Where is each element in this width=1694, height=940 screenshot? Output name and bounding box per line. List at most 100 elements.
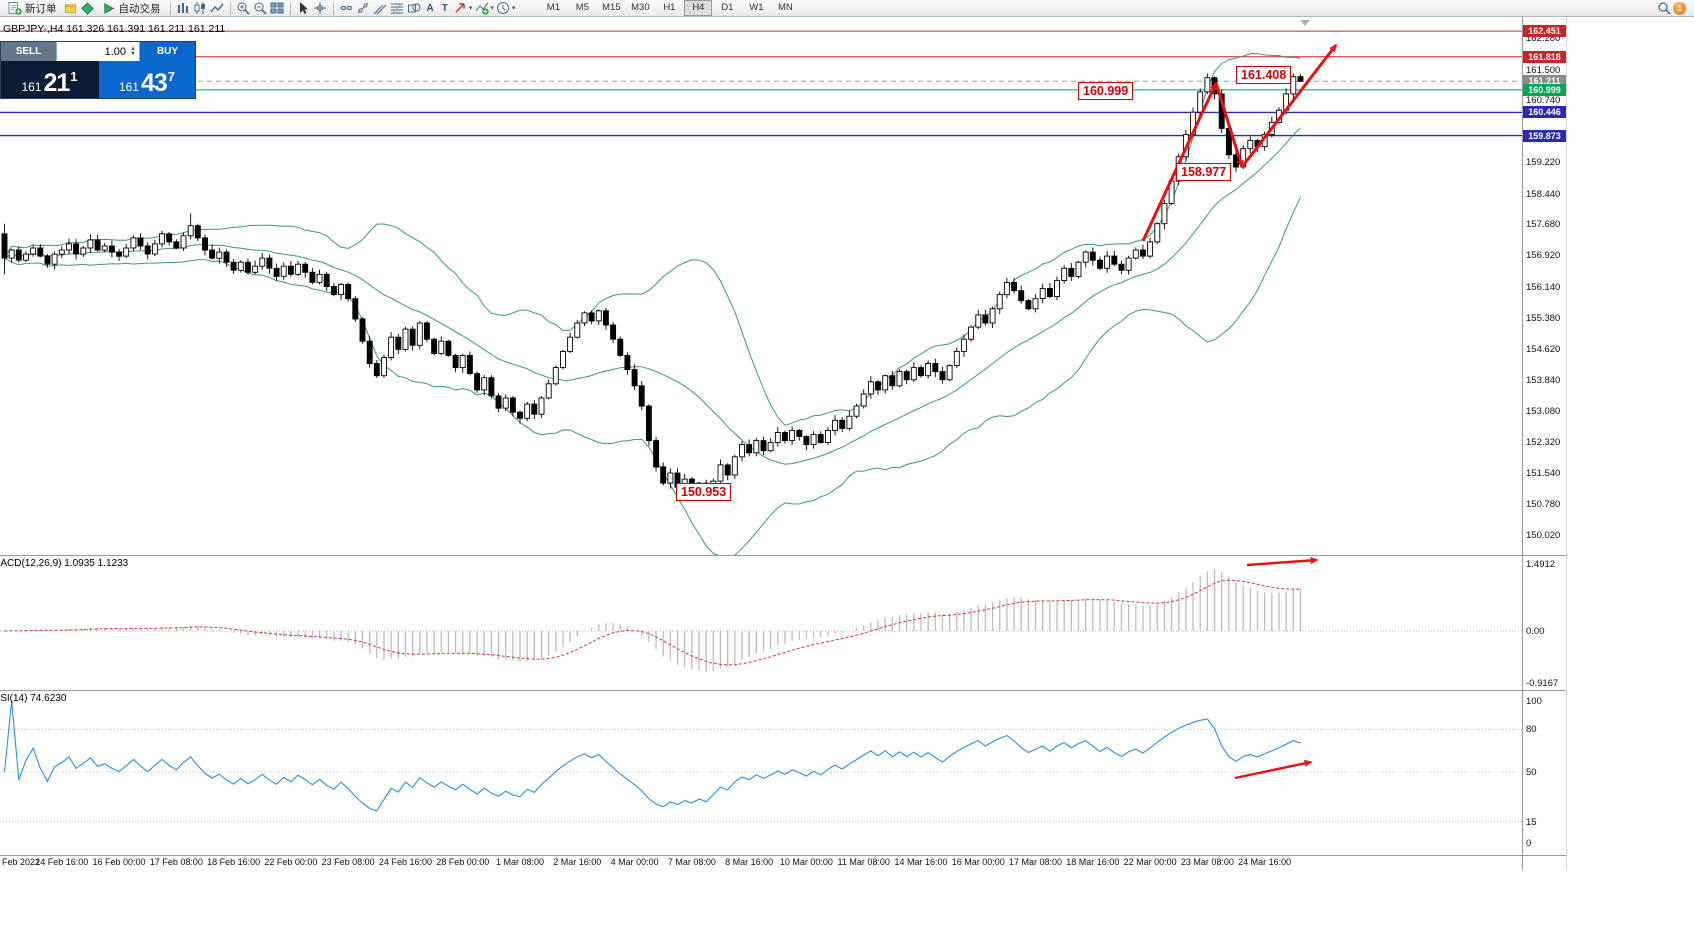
annotation-arrow[interactable] <box>1234 759 1313 780</box>
zoom-in-icon[interactable] <box>236 1 251 16</box>
timeframe-button-w1[interactable]: W1 <box>749 2 764 13</box>
timeframe-button-m1[interactable]: M1 <box>546 2 560 13</box>
arrows-tool-icon[interactable] <box>453 1 468 16</box>
volume-value[interactable]: 1.00 <box>104 45 127 58</box>
toolbar-separator <box>169 1 171 15</box>
periods-icon[interactable] <box>496 1 511 16</box>
timeframe-button-h1[interactable]: H1 <box>663 2 676 13</box>
timeframe-button-m30[interactable]: M30 <box>631 2 650 13</box>
text-tool-icon[interactable]: A <box>426 2 434 14</box>
metaeditor-icon[interactable] <box>63 1 78 16</box>
cursor-icon[interactable] <box>296 1 311 16</box>
channel-icon[interactable] <box>373 1 388 16</box>
ask-price[interactable]: 161 43 7 <box>98 61 195 98</box>
price-axis-label: 156.140 <box>1526 281 1561 293</box>
crosshair-icon[interactable] <box>313 1 328 16</box>
trade-panel-price-row: 161 21 1 161 43 7 <box>1 61 195 98</box>
timeframe-group: M1 M5 M15 M30 H1 H4 D1 W1 MN <box>539 0 799 16</box>
price-callout[interactable]: 161.408 <box>1236 66 1292 84</box>
macd-signal-line <box>4 579 1301 666</box>
timeframe-button-h4[interactable]: H4 <box>684 0 713 16</box>
indicators-caret[interactable]: ▾ <box>490 5 494 12</box>
panel-separator[interactable] <box>0 555 1566 556</box>
macd-axis-label: 1.4912 <box>1526 559 1556 570</box>
fibonacci-icon[interactable] <box>390 1 405 16</box>
macd-histogram <box>11 569 1302 672</box>
trend-arrows[interactable] <box>1141 43 1338 242</box>
macd-canvas[interactable] <box>0 556 1522 690</box>
horizontal-line-icon[interactable] <box>339 1 354 16</box>
chart-shift-marker[interactable] <box>1300 20 1310 26</box>
annotation-arrow <box>1240 43 1338 168</box>
price-tag: 160.446 <box>1523 106 1566 119</box>
stepper-up-icon[interactable]: ▲ <box>130 46 136 52</box>
label-tool-icon[interactable]: T <box>441 2 448 14</box>
timeframe-button-m5[interactable]: M5 <box>575 2 589 13</box>
macd-axis-label: 0.00 <box>1526 626 1545 637</box>
arrows-tool-caret[interactable]: ▾ <box>468 5 473 12</box>
rsi-canvas[interactable] <box>0 691 1522 855</box>
timeframe-button-m15[interactable]: M15 <box>602 2 621 13</box>
new-order-button[interactable]: 新订单 <box>3 1 61 16</box>
annotation-arrow <box>1214 82 1244 169</box>
shapes-icon[interactable] <box>407 1 422 16</box>
stepper-down-icon[interactable]: ▼ <box>130 50 136 57</box>
price-axis-label: 160.740 <box>1526 95 1561 107</box>
time-axis-label: 8 Mar 16:00 <box>725 857 774 867</box>
price-callout[interactable]: 158.977 <box>1176 163 1232 181</box>
time-axis-label: 7 Mar 08:00 <box>667 857 716 867</box>
volume-stepper[interactable]: ▲ ▼ <box>130 46 136 57</box>
price-axis-label: 153.840 <box>1526 375 1561 387</box>
annotation-arrow <box>1141 81 1218 242</box>
new-order-label: 新订单 <box>25 2 57 15</box>
bid-price[interactable]: 161 21 1 <box>1 61 98 98</box>
candlestick-chart-icon[interactable] <box>193 1 208 16</box>
price-tag: 159.873 <box>1523 129 1566 142</box>
rsi-line <box>3 700 1301 812</box>
time-axis-label: 11 Mar 08:00 <box>837 857 890 867</box>
buy-button[interactable]: BUY <box>140 42 195 61</box>
rsi-axis-label: 100 <box>1526 696 1542 707</box>
panel-separator[interactable] <box>0 690 1566 691</box>
bar-chart-icon[interactable] <box>176 1 191 16</box>
time-axis-label: 1 Mar 08:00 <box>496 857 545 867</box>
horizontal-lines[interactable] <box>0 30 1522 137</box>
time-axis-label: 18 Mar 16:00 <box>1066 857 1120 867</box>
time-axis-label: 24 Feb 16:00 <box>378 857 432 867</box>
time-axis-label: 14 Mar 16:00 <box>894 857 948 867</box>
sell-button[interactable]: SELL <box>1 42 56 61</box>
price-tag: 160.999 <box>1523 83 1566 96</box>
panel-separator[interactable] <box>0 855 1566 856</box>
price-axis-label: 161.500 <box>1526 64 1561 76</box>
tile-windows-icon[interactable] <box>270 1 285 16</box>
rsi-axis-label: 80 <box>1526 724 1537 736</box>
zoom-out-icon[interactable] <box>253 1 268 16</box>
bid-prefix: 161 <box>21 80 42 94</box>
trendline-icon[interactable] <box>356 1 371 16</box>
time-axis-label: 22 Feb 00:00 <box>264 857 318 867</box>
line-chart-icon[interactable] <box>210 1 225 16</box>
ask-prefix: 161 <box>118 80 139 94</box>
autotrading-button[interactable]: 自动交易 <box>97 1 165 16</box>
bid-big-digits: 21 <box>43 69 70 97</box>
timeframe-button-d1[interactable]: D1 <box>721 2 734 13</box>
autotrading-label: 自动交易 <box>118 2 161 15</box>
timeframe-button-mn[interactable]: MN <box>778 2 793 13</box>
time-axis-label: 17 Feb 08:00 <box>149 857 203 867</box>
annotation-arrow[interactable] <box>1246 556 1319 567</box>
price-axis-label: 151.540 <box>1526 468 1561 480</box>
periods-caret[interactable]: ▾ <box>511 5 516 12</box>
indicators-icon[interactable] <box>474 1 489 16</box>
notification-badge[interactable]: 1 <box>1673 1 1686 15</box>
price-callout[interactable]: 150.953 <box>676 483 732 501</box>
search-icon[interactable] <box>1656 1 1671 16</box>
time-axis-label: 24 Mar 16:00 <box>1238 857 1292 867</box>
window-edge <box>1566 17 1567 870</box>
rsi-axis-label: 15 <box>1526 816 1537 828</box>
main-chart-canvas[interactable] <box>0 17 1522 555</box>
volume-input[interactable]: 1.00 ▲ ▼ <box>56 42 140 61</box>
market-watch-icon[interactable] <box>80 1 95 16</box>
price-callout[interactable]: 160.999 <box>1078 82 1134 100</box>
macd-label: MACD(12,26,9) 1.0935 1.1233 <box>0 558 129 569</box>
time-axis-label: 23 Feb 08:00 <box>321 857 375 867</box>
